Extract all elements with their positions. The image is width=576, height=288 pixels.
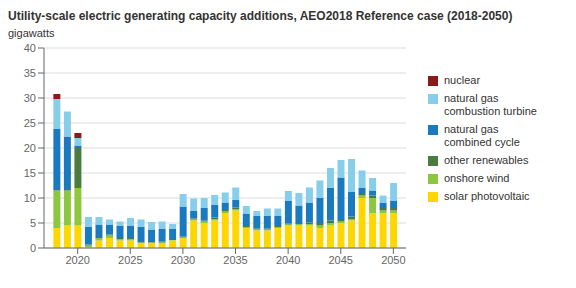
svg-text:2040: 2040 — [276, 254, 300, 266]
svg-text:0: 0 — [30, 242, 36, 254]
svg-text:2025: 2025 — [118, 254, 142, 266]
html-text:nuclear: nuclear — [444, 74, 481, 86]
html-text:natural gas combustion turbine: natural gas combustion turbine — [444, 92, 537, 117]
svg-text:35: 35 — [24, 67, 36, 79]
svg-text:2050: 2050 — [381, 254, 405, 266]
html-text:solar photovoltaic: solar photovoltaic — [444, 190, 530, 202]
svg-text:30: 30 — [24, 92, 36, 104]
svg-text:2030: 2030 — [171, 254, 195, 266]
svg-text:20: 20 — [24, 142, 36, 154]
svg-text:2035: 2035 — [223, 254, 247, 266]
html-text:Utility-scale electric generat: Utility-scale electric generating capaci… — [8, 9, 513, 23]
svg-text:40: 40 — [24, 42, 36, 54]
svg-text:15: 15 — [24, 167, 36, 179]
html-text:gigawatts: gigawatts — [8, 27, 55, 39]
html-text:natural gas combined cycle: natural gas combined cycle — [444, 123, 520, 148]
svg-text:5: 5 — [30, 217, 36, 229]
svg-text:2020: 2020 — [65, 254, 89, 266]
svg-text:2045: 2045 — [329, 254, 353, 266]
html-text:other renewables: other renewables — [444, 154, 529, 166]
svg-text:25: 25 — [24, 117, 36, 129]
svg-text:10: 10 — [24, 192, 36, 204]
html-text:onshore wind: onshore wind — [444, 172, 510, 184]
